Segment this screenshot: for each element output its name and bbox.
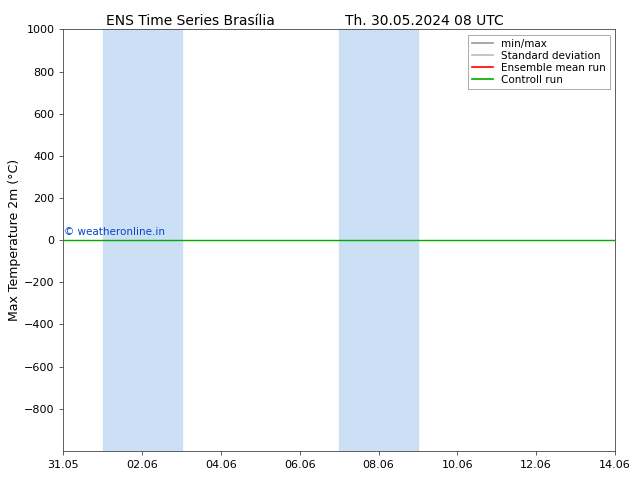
Bar [103, 29, 181, 451]
Y-axis label: Max Temperature 2m (°C): Max Temperature 2m (°C) [8, 159, 21, 321]
Text: Th. 30.05.2024 08 UTC: Th. 30.05.2024 08 UTC [346, 14, 504, 28]
Text: © weatheronline.in: © weatheronline.in [64, 227, 165, 238]
Bar [339, 29, 418, 451]
Text: ENS Time Series Brasília: ENS Time Series Brasília [106, 14, 275, 28]
Legend: min/max, Standard deviation, Ensemble mean run, Controll run: min/max, Standard deviation, Ensemble me… [467, 35, 610, 89]
